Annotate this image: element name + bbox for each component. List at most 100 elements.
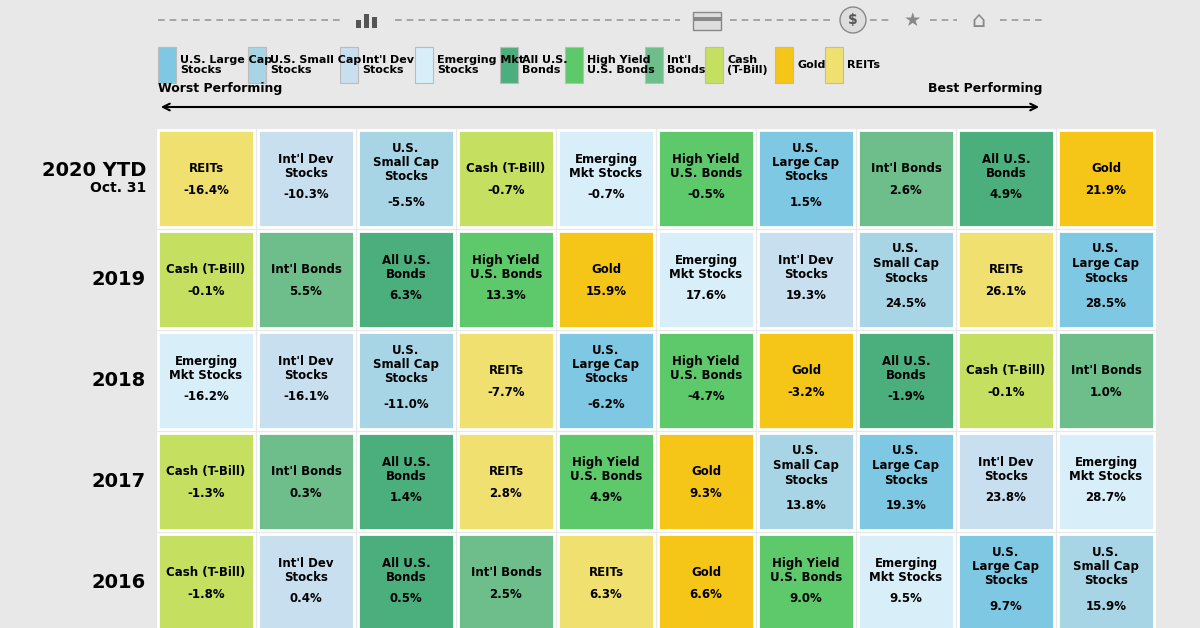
Text: 0.5%: 0.5% [390,592,422,605]
Bar [358,433,454,530]
Text: Cash (T-Bill): Cash (T-Bill) [167,465,246,478]
Bar [158,130,254,227]
Text: Gold: Gold [1091,162,1121,175]
Text: All U.S.
Bonds: All U.S. Bonds [982,153,1031,180]
Bar [706,47,722,83]
Bar [1058,332,1154,429]
Text: -1.8%: -1.8% [187,588,224,601]
Bar [658,534,754,628]
Text: 9.3%: 9.3% [690,487,722,500]
Text: Gold: Gold [691,566,721,579]
Text: U.S.
Large Cap
Stocks: U.S. Large Cap Stocks [572,344,640,386]
Bar [458,231,554,328]
Text: U.S.
Large Cap
Stocks: U.S. Large Cap Stocks [872,445,940,487]
Text: Int'l Bonds: Int'l Bonds [870,162,942,175]
Bar [158,332,254,429]
Text: Int'l Bonds: Int'l Bonds [470,566,541,579]
Text: Emerging
Mkt Stocks: Emerging Mkt Stocks [169,355,242,382]
Bar [258,130,354,227]
Text: Best Performing: Best Performing [928,82,1042,95]
Bar [415,47,433,83]
Text: Int'l Bonds: Int'l Bonds [270,263,342,276]
Text: 0.4%: 0.4% [289,592,323,605]
Bar [758,534,854,628]
Bar [558,231,654,328]
Text: Int'l Dev
Stocks: Int'l Dev Stocks [278,355,334,382]
Bar [758,130,854,227]
Bar [258,231,354,328]
Bar [358,231,454,328]
Bar [565,47,583,83]
Bar [248,47,266,83]
Text: 2.6%: 2.6% [889,184,923,197]
Text: 24.5%: 24.5% [886,297,926,310]
Text: Emerging
Mkt Stocks: Emerging Mkt Stocks [570,153,642,180]
Bar [775,47,793,83]
Bar [958,332,1054,429]
Bar [826,47,842,83]
Text: ★: ★ [904,11,920,30]
Text: 2.5%: 2.5% [490,588,522,601]
Text: U.S.
Small Cap
Stocks: U.S. Small Cap Stocks [1073,546,1139,588]
Text: Int'l Dev
Stocks: Int'l Dev Stocks [779,254,834,281]
Text: Gold: Gold [797,60,826,70]
Bar [758,433,854,530]
Text: Gold: Gold [590,263,622,276]
Text: 19.3%: 19.3% [886,499,926,512]
Bar [658,130,754,227]
Bar [758,231,854,328]
Text: 2016: 2016 [91,573,146,592]
Text: 17.6%: 17.6% [685,289,726,302]
Text: High Yield
U.S. Bonds: High Yield U.S. Bonds [770,557,842,584]
Text: 2017: 2017 [92,472,146,491]
Text: U.S. Small Cap
Stocks: U.S. Small Cap Stocks [270,55,361,75]
Bar [1058,433,1154,530]
Text: 6.3%: 6.3% [390,289,422,302]
Bar [340,47,358,83]
Text: $: $ [848,13,858,27]
Text: Gold: Gold [791,364,821,377]
Bar [458,332,554,429]
Text: U.S.
Large Cap
Stocks: U.S. Large Cap Stocks [1073,242,1140,284]
Text: Int'l Dev
Stocks: Int'l Dev Stocks [978,456,1033,484]
Text: Cash (T-Bill): Cash (T-Bill) [467,162,546,175]
Bar [1058,130,1154,227]
Bar [372,17,377,28]
Text: -1.9%: -1.9% [887,390,925,403]
Text: -10.3%: -10.3% [283,188,329,201]
Text: High Yield
U.S. Bonds: High Yield U.S. Bonds [670,153,742,180]
Bar [858,534,954,628]
Bar [694,12,721,30]
Text: Int'l Dev
Stocks: Int'l Dev Stocks [278,557,334,584]
Text: Gold: Gold [691,465,721,478]
Bar [658,433,754,530]
Text: 9.0%: 9.0% [790,592,822,605]
Text: Emerging
Mkt Stocks: Emerging Mkt Stocks [1069,456,1142,484]
Text: 26.1%: 26.1% [985,285,1026,298]
Bar [358,332,454,429]
Bar [658,231,754,328]
Text: -11.0%: -11.0% [383,398,428,411]
Text: 1.4%: 1.4% [390,491,422,504]
Bar [558,332,654,429]
Text: All U.S.
Bonds: All U.S. Bonds [882,355,930,382]
Bar [658,332,754,429]
Text: Int'l Dev
Stocks: Int'l Dev Stocks [362,55,414,75]
Text: 6.3%: 6.3% [589,588,623,601]
Text: Int'l Dev
Stocks: Int'l Dev Stocks [278,153,334,180]
Bar [858,332,954,429]
Bar [958,534,1054,628]
Text: -16.1%: -16.1% [283,390,329,403]
Text: 21.9%: 21.9% [1086,184,1127,197]
Text: -16.4%: -16.4% [184,184,229,197]
Bar [500,47,518,83]
Text: REITs: REITs [488,465,523,478]
Bar [558,433,654,530]
Text: 2019: 2019 [92,270,146,289]
Text: Cash (T-Bill): Cash (T-Bill) [966,364,1045,377]
Text: REITs: REITs [588,566,624,579]
Bar [1058,534,1154,628]
Circle shape [840,7,866,33]
Text: U.S.
Large Cap
Stocks: U.S. Large Cap Stocks [773,141,840,183]
Text: -0.7%: -0.7% [587,188,625,201]
